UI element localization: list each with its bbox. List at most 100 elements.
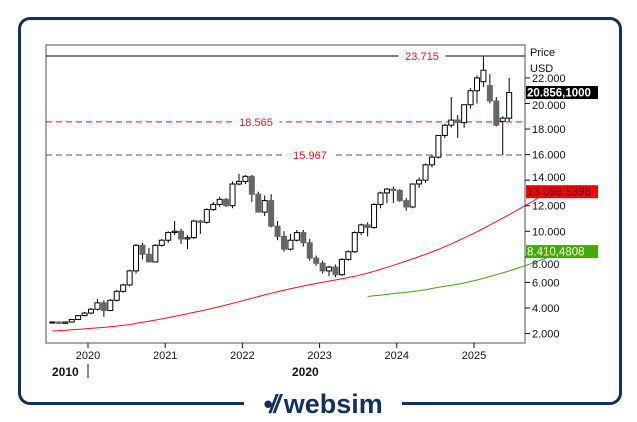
candle-body (203, 209, 210, 223)
y-tick-label: 18.000 (532, 124, 566, 136)
candle (416, 177, 423, 188)
candle-body (441, 124, 448, 136)
candle (139, 242, 146, 260)
candle-body (293, 232, 300, 241)
era-label-2020: 2020 (292, 365, 319, 379)
candle (281, 231, 287, 252)
candle (293, 229, 300, 242)
candle (390, 186, 397, 204)
candle-body (428, 156, 435, 166)
candle (358, 223, 365, 236)
candle (300, 229, 307, 247)
y-tick-label: 4.000 (532, 303, 560, 315)
candle (223, 198, 230, 207)
candle (152, 244, 159, 263)
candle-body (133, 244, 140, 272)
candle (229, 181, 236, 209)
plot-area (45, 44, 526, 344)
y-tick-label: 22.000 (532, 73, 566, 85)
candle-body (409, 183, 416, 208)
candle-body (358, 224, 365, 234)
candle-body (364, 224, 371, 228)
candle (377, 191, 384, 209)
candle (210, 201, 217, 211)
candle (81, 311, 88, 317)
candle-body (68, 318, 75, 323)
candle-body (158, 239, 165, 246)
reference-label-bg (286, 149, 334, 162)
candle-body (403, 200, 410, 208)
candle-body (506, 92, 513, 119)
candle (165, 231, 172, 243)
y-tick-label: 10.000 (532, 226, 566, 238)
candle-body (268, 200, 275, 227)
price-label: Price (530, 47, 555, 59)
candle-body (326, 266, 333, 272)
y-tick-label: 20.000 (532, 100, 566, 112)
candle (248, 175, 255, 202)
moving-average-line (367, 251, 561, 297)
y-tick-label: 2.000 (532, 329, 560, 341)
reference-label-bg (232, 115, 280, 128)
candle (422, 163, 429, 183)
candle (480, 56, 487, 87)
candle (158, 238, 165, 247)
candle-body (152, 244, 159, 263)
y-tick-label: 16.000 (532, 150, 566, 162)
candle-body (313, 257, 320, 264)
candle (441, 123, 448, 138)
candle (332, 264, 339, 278)
candle-body (178, 230, 185, 240)
candle (371, 203, 378, 229)
candle-body (210, 203, 217, 211)
candle-body (499, 117, 506, 122)
candle (351, 231, 358, 254)
candle-body (165, 232, 172, 241)
x-tick-label: 2023 (307, 350, 331, 362)
candle-body (332, 266, 339, 276)
reference-label-bg (398, 50, 446, 62)
candle (364, 222, 371, 237)
candle (493, 97, 500, 127)
candle (403, 198, 410, 211)
candle (268, 194, 275, 228)
candle (506, 77, 513, 122)
reference-line-label: 15.967 (293, 150, 327, 162)
candle-body (345, 251, 352, 260)
candle-body (422, 164, 429, 181)
y-tick-label: 6.000 (532, 277, 560, 289)
candle-body (145, 253, 152, 263)
candle-body (383, 188, 390, 194)
candle-body (75, 315, 82, 320)
reference-line-label: 23.715 (405, 51, 439, 63)
candle-body (81, 312, 88, 317)
candle (235, 173, 242, 186)
candle (120, 283, 127, 293)
candle (171, 221, 178, 236)
websim-mark-icon: •// (263, 388, 280, 419)
x-tick-label: 2024 (385, 350, 409, 362)
x-tick-label: 2022 (230, 350, 254, 362)
candle (499, 116, 506, 156)
candle-body (107, 299, 114, 312)
candle (383, 187, 390, 204)
candle (345, 250, 352, 261)
candle-body (242, 175, 249, 182)
candle (435, 134, 442, 159)
candle-body (139, 244, 146, 255)
ma-green-tag: 8.410,4808 (527, 247, 585, 259)
candle-body (248, 175, 255, 195)
candle-body (94, 302, 101, 310)
candle (409, 183, 416, 209)
candle-body (319, 262, 326, 272)
candle (126, 269, 133, 287)
candle-body (261, 200, 268, 213)
candle (313, 255, 320, 266)
moving-average-line (52, 191, 549, 332)
candle (88, 307, 94, 315)
candle-body (351, 232, 358, 253)
candle (197, 219, 204, 234)
candle-body (448, 119, 455, 126)
candle-body (371, 203, 378, 228)
x-tick-label: 2021 (153, 350, 177, 362)
